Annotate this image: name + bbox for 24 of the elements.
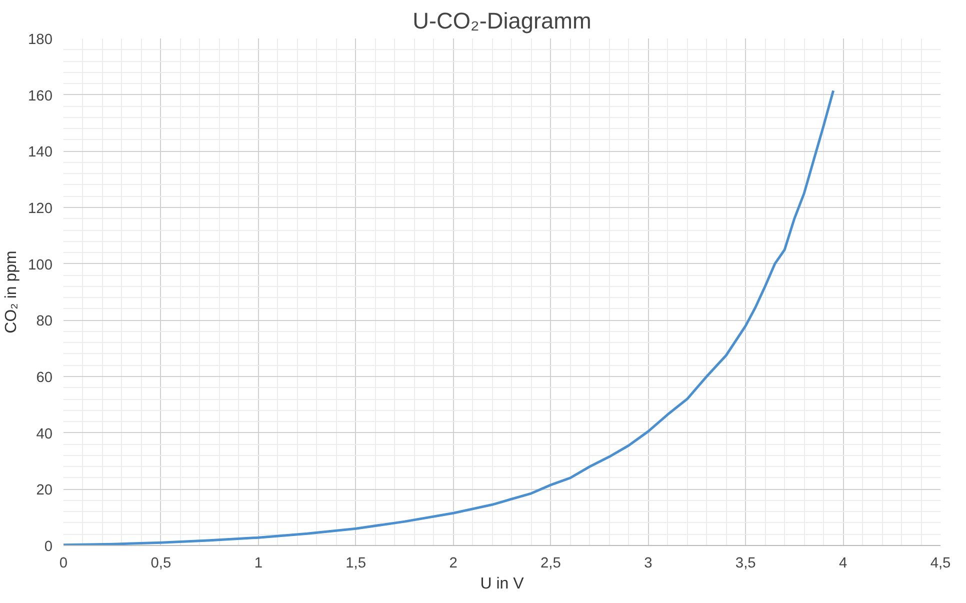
y-tick-label: 80 — [36, 314, 53, 330]
y-axis-title: CO₂ in ppm — [3, 250, 20, 334]
x-tick-label: 2 — [449, 556, 458, 572]
y-tick-label: 180 — [28, 32, 53, 48]
x-tick-label: 3,5 — [735, 556, 756, 572]
y-tick-label: 140 — [28, 144, 53, 161]
x-tick-label: 0,5 — [150, 556, 172, 572]
y-tick-label: 100 — [28, 257, 53, 274]
x-tick-label: 3 — [644, 556, 652, 572]
x-axis-title: U in V — [480, 576, 524, 592]
x-tick-label: 4,5 — [930, 556, 951, 572]
y-tick-label: 60 — [36, 370, 53, 386]
x-tick-label: 1,5 — [346, 556, 366, 572]
y-tick-label: 40 — [36, 426, 53, 442]
x-tick-label: 1 — [254, 556, 262, 572]
y-tick-label: 160 — [28, 88, 53, 104]
line-series — [64, 89, 835, 546]
x-tick-label: 2,5 — [540, 556, 561, 572]
y-tick-label: 120 — [28, 201, 53, 217]
y-tick-label: 0 — [44, 539, 53, 555]
x-tick-label: 4 — [838, 556, 848, 572]
x-tick-label: 0 — [59, 556, 68, 572]
chart-title: U-CO₂-Diagramm — [412, 8, 592, 34]
y-tick-label: 20 — [36, 482, 53, 499]
